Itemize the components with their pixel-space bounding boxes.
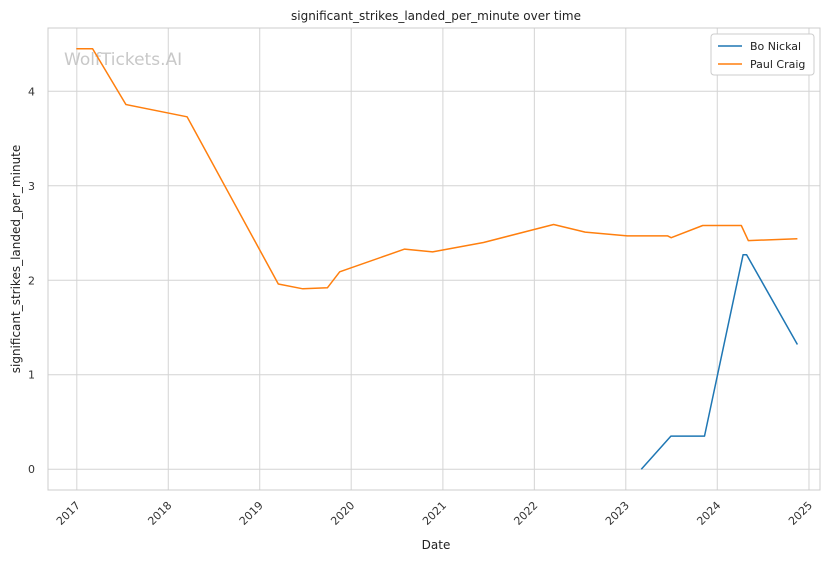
y-tick-labels: 0 1 2 3 4 [28, 85, 35, 476]
x-tick-label: 2018 [145, 499, 174, 528]
x-tick-label: 2017 [54, 499, 83, 528]
plot-background [48, 28, 820, 490]
x-tick-labels: 2017 2018 2019 2020 2021 2022 2023 2024 2025 [54, 499, 815, 528]
plot-frame [47, 27, 821, 491]
grid-lines [48, 28, 820, 490]
x-tick-label: 2020 [328, 499, 357, 528]
x-tick-label: 2019 [237, 499, 266, 528]
legend-label-paul-craig: Paul Craig [750, 58, 805, 71]
y-tick-label: 2 [28, 274, 35, 287]
series-line-paul-craig [76, 48, 798, 290]
y-tick-label: 4 [28, 85, 35, 98]
x-tick-label: 2022 [511, 499, 540, 528]
x-tick-label: 2024 [694, 499, 723, 528]
y-axis-label: significant_strikes_landed_per_minute [9, 145, 23, 374]
legend-label-bo-nickal: Bo Nickal [750, 40, 801, 53]
watermark: WolfTickets.AI [64, 50, 182, 70]
y-tick-label: 0 [28, 463, 35, 476]
chart-title: significant_strikes_landed_per_minute ov… [291, 9, 581, 23]
y-tick-label: 1 [28, 369, 35, 382]
series-lines [76, 48, 799, 470]
x-tick-label: 2025 [786, 499, 815, 528]
x-tick-label: 2021 [420, 499, 449, 528]
x-axis-label: Date [422, 538, 451, 552]
series-line-bo-nickal [640, 253, 799, 470]
legend: Bo Nickal Paul Craig [710, 33, 815, 76]
y-tick-label: 3 [28, 180, 35, 193]
x-tick-label: 2023 [603, 499, 632, 528]
